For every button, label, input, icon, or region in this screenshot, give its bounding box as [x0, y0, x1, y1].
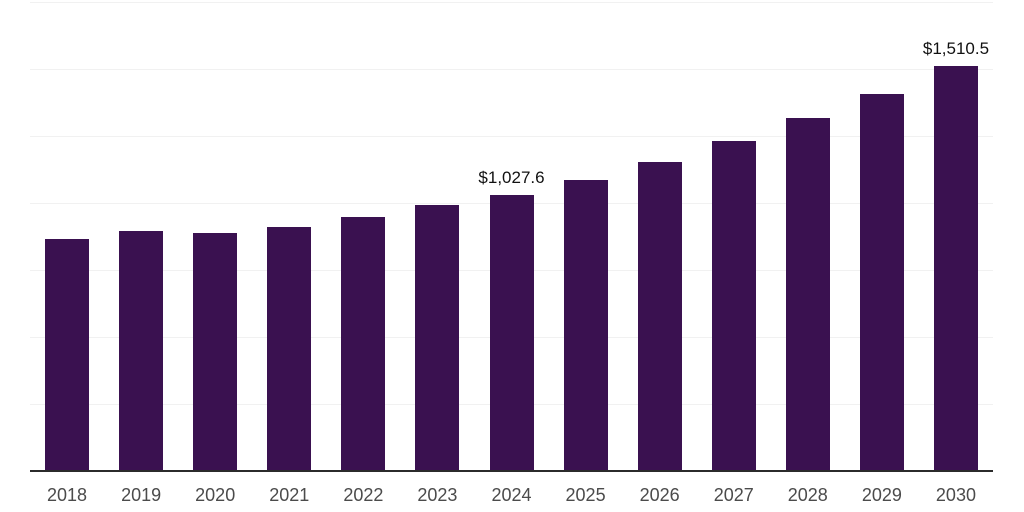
bar-2021: [267, 226, 312, 471]
x-axis-label-2025: 2025: [565, 485, 606, 505]
bar-2030: [933, 65, 978, 471]
bar-2020: [193, 233, 238, 471]
x-axis-label-2029: 2029: [861, 485, 902, 505]
data-label-2024: $1,027.6: [478, 168, 545, 188]
bar-2023: [415, 205, 460, 471]
x-axis-label-2020: 2020: [195, 485, 236, 505]
gridline: [30, 135, 993, 137]
x-axis-line: [30, 469, 993, 472]
x-axis-label-2018: 2018: [47, 485, 88, 505]
gridline: [30, 1, 993, 3]
bar-2019: [119, 230, 164, 471]
bar-2026: [637, 162, 682, 471]
x-axis-label-2028: 2028: [787, 485, 828, 505]
bar-2022: [341, 217, 386, 471]
x-axis-label-2023: 2023: [417, 485, 458, 505]
x-axis-label-2024: 2024: [491, 485, 532, 505]
data-label-2030: $1,510.5: [922, 38, 990, 58]
x-axis-label-2021: 2021: [269, 485, 310, 505]
bar-2018: [45, 238, 90, 471]
bar-2027: [711, 140, 756, 471]
bar-2025: [563, 179, 608, 471]
gridline: [30, 68, 993, 70]
x-axis-label-2027: 2027: [713, 485, 754, 505]
x-axis-label-2026: 2026: [639, 485, 680, 505]
bar-2024: [489, 195, 534, 471]
bar-2028: [785, 118, 830, 471]
x-axis-label-2019: 2019: [121, 485, 162, 505]
x-axis-label-2022: 2022: [343, 485, 384, 505]
bar-2029: [859, 93, 904, 471]
x-axis-label-2030: 2030: [935, 485, 976, 505]
